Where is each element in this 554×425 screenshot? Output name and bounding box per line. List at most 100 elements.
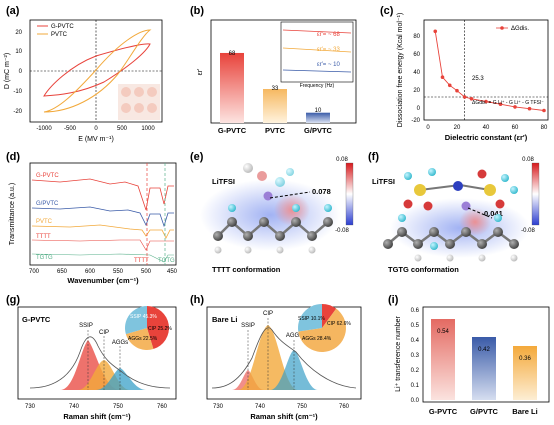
a-xtick: 0	[94, 126, 98, 132]
i-ytick: 0.3	[411, 353, 420, 359]
d-curve-label: PVTC	[36, 219, 53, 225]
d-xtick: 700	[29, 269, 40, 275]
a-xtick: 500	[117, 126, 128, 132]
a-ytick: 10	[15, 49, 22, 55]
b-bars	[220, 52, 330, 123]
c-ytick: 40	[413, 70, 420, 76]
i-value-label: 0.36	[519, 356, 531, 362]
i-category: G-PVTC	[429, 407, 458, 416]
inset-label-blue: εr′= ~ 10	[317, 62, 340, 68]
panel-d: (d) G-PVTC G/PVTC PVTC TTTT TGTG TTTT TG…	[6, 151, 178, 285]
e-charge-cloud-red	[274, 194, 310, 226]
d-curve-label: G-PVTC	[36, 173, 59, 179]
panel-e: (e) LiTFSI 0.078 0.08 -0.08 TTTT conform…	[190, 151, 354, 274]
dipole-domain	[147, 87, 157, 97]
c-xtick: 20	[454, 125, 461, 131]
panel-a-label: (a)	[6, 5, 20, 17]
f-caption: TGTG conformation	[388, 265, 459, 274]
panel-g-frame	[17, 306, 177, 400]
pie-slice-aggs	[124, 306, 147, 335]
i-ytick: 0.1	[411, 383, 420, 389]
c-xtick: 80	[541, 125, 548, 131]
g-sample-label: G-PVTC	[22, 315, 51, 324]
pie-label: SSIP 10.1%	[298, 316, 325, 322]
loop-pvtc	[43, 29, 152, 113]
panel-b-label: (b)	[190, 5, 204, 17]
fluorine-atom	[324, 204, 332, 212]
fluorine-atom	[494, 214, 502, 222]
b-category: G/PVTC	[304, 126, 333, 135]
a-ytick: 0	[19, 69, 23, 75]
fluorine-atom	[510, 186, 518, 194]
inset-curve-red	[282, 29, 352, 34]
c-point	[469, 97, 474, 101]
h-xtick: 730	[213, 404, 224, 410]
i-bars	[431, 319, 537, 400]
g-pie: SSIP 45.3% CIP 25.2% AGGs 22.5%	[124, 306, 172, 350]
h-peak-label: CIP	[263, 311, 273, 317]
d-curve-g-pvtc-slash	[31, 206, 174, 228]
fluorine-atom	[501, 174, 509, 182]
c-xtick: 60	[512, 125, 519, 131]
pie-label: SSIP 45.3%	[130, 314, 157, 320]
c-legend-label: ΔGdis.	[511, 26, 529, 32]
panel-i: (i) 0.54 0.42 0.36 0.6 0.5 0.4 0.3 0.2 0…	[388, 294, 550, 416]
c-point	[498, 102, 503, 106]
h-pie: SSIP 10.1% CIP 62.6% AGGs 28.4%	[298, 304, 351, 352]
panel-c-label: (c)	[380, 5, 394, 17]
nitrogen-atom	[453, 181, 463, 191]
panel-h-label: (h)	[190, 294, 204, 306]
e-caption: TTTT conformation	[212, 265, 281, 274]
atom	[257, 171, 267, 181]
pie-slice-aggs	[298, 304, 322, 332]
li-atom	[263, 191, 273, 201]
d-xtick: 550	[113, 269, 124, 275]
c-point	[440, 75, 445, 79]
e-distance-label: 0.078	[312, 187, 331, 196]
fluorine-atom	[404, 172, 412, 180]
b-category: G-PVTC	[218, 126, 247, 135]
c-ytick: 60	[413, 52, 420, 58]
d-bottom-label: TTTT	[134, 258, 149, 264]
c-point	[484, 99, 488, 104]
i-category: G/PVTC	[470, 407, 499, 416]
a-xlabel: E (MV m⁻¹)	[78, 136, 114, 143]
c-equation: ΔGdis. = G Li⁺ - G Li⁺ - G TFSI⁻	[472, 100, 544, 106]
g-xlabel: Raman shift (cm⁻¹)	[63, 412, 131, 421]
g-peak-aggs	[96, 368, 146, 390]
fluorine-atom	[398, 214, 406, 222]
d-curve-pvtc	[31, 224, 174, 239]
inset-label-red: εr′= ~ 68	[317, 32, 340, 38]
a-xtick: -1000	[36, 126, 52, 132]
loop-g-pvtc	[43, 43, 151, 97]
panel-g-label: (g)	[6, 294, 20, 306]
c-ylabel: Dissociation free energy (Kcal mol⁻¹)	[397, 13, 404, 128]
carbon-atom	[227, 217, 237, 227]
d-curve-label: G/PVTC	[36, 201, 59, 207]
d-curve-tgtg	[31, 253, 174, 263]
carbon-atom	[323, 217, 333, 227]
inset-curve-blue	[282, 69, 352, 73]
c-point	[433, 29, 438, 34]
c-point	[447, 83, 452, 88]
e-scale-max: 0.08	[336, 157, 348, 163]
f-charge-cloud	[390, 198, 530, 258]
d-xlabel: Wavenumber (cm⁻¹)	[67, 276, 139, 285]
c-point	[542, 108, 546, 113]
c-series	[433, 29, 546, 113]
i-category: Bare Li	[512, 407, 537, 416]
li-atom	[461, 201, 471, 211]
h-envelope	[211, 327, 357, 389]
dipole-domain	[147, 103, 157, 113]
panel-i-label: (i)	[388, 294, 399, 306]
oxygen-atom	[495, 199, 505, 209]
hydrogen-atom	[414, 254, 422, 262]
c-point	[462, 95, 467, 99]
d-curve-tttt	[31, 239, 174, 251]
carbon-atom	[509, 239, 519, 249]
panel-h-frame	[206, 306, 362, 400]
oxygen-atom	[403, 199, 413, 209]
b-value-label: 68	[229, 51, 236, 57]
carbon-atom	[461, 227, 471, 237]
